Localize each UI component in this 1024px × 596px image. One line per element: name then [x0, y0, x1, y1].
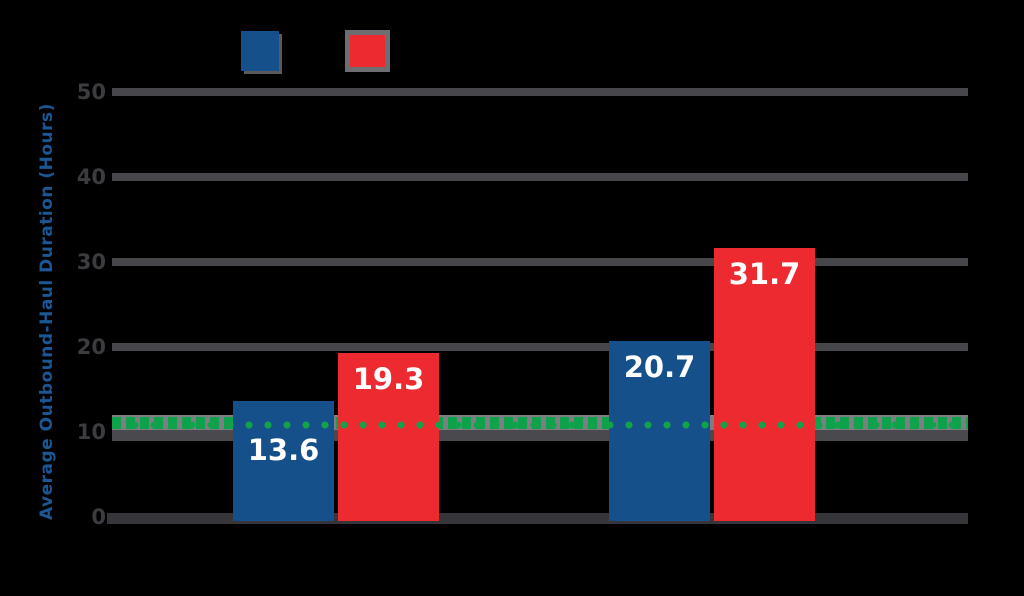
- bar-value-label: 31.7: [728, 256, 801, 291]
- gridline-40: [112, 173, 968, 181]
- reference-band-gridline: [112, 430, 968, 442]
- x-axis-line: [107, 513, 968, 524]
- y-tick-label-10: 10: [76, 420, 106, 444]
- legend-swatch-red: [345, 30, 390, 72]
- bar-value-label: 20.7: [623, 350, 696, 385]
- reference-dotted-line: [112, 421, 968, 430]
- y-tick-label-0: 0: [91, 505, 106, 529]
- y-tick-label-30: 30: [76, 250, 106, 274]
- bar-value-label: 19.3: [352, 361, 425, 396]
- bar-red-group1: [338, 352, 439, 521]
- y-axis-title: Average Outbound-Haul Duration (Hours): [37, 103, 57, 521]
- y-tick-label-50: 50: [76, 80, 106, 104]
- gridline-30: [112, 258, 968, 266]
- legend-swatch-blue: [241, 31, 279, 71]
- legend: [0, 0, 1024, 80]
- gridline-20: [112, 343, 968, 351]
- y-tick-label-20: 20: [76, 335, 106, 359]
- bar-red-group2: [714, 247, 815, 521]
- bar-value-label: 13.6: [247, 433, 320, 468]
- bar-blue-group2: [609, 341, 710, 521]
- gridline-50: [112, 88, 968, 96]
- y-tick-label-40: 40: [76, 165, 106, 189]
